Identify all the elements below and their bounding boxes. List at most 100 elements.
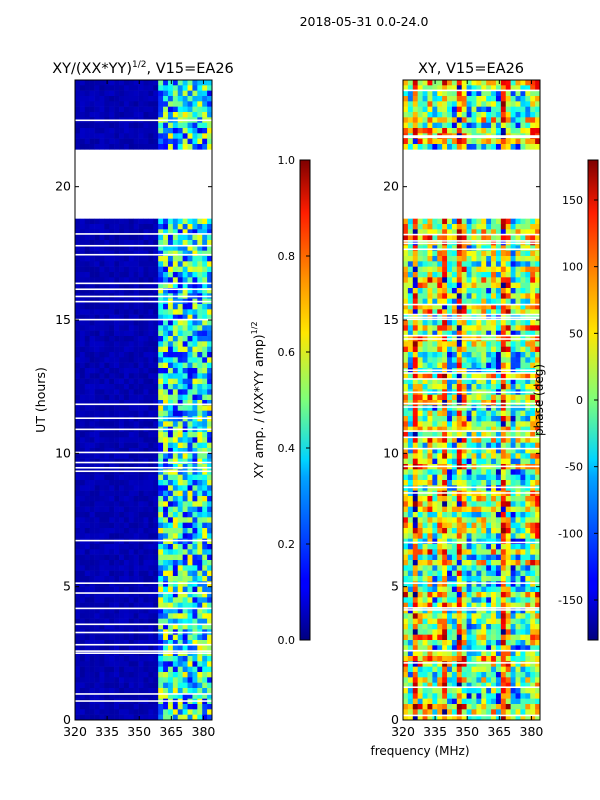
heatmap-cell bbox=[79, 533, 86, 539]
heatmap-cell bbox=[530, 469, 536, 475]
heatmap-cell bbox=[207, 357, 212, 363]
heatmap-cell bbox=[505, 112, 511, 118]
heatmap-cell bbox=[79, 261, 86, 267]
heatmap-cell bbox=[89, 442, 95, 449]
heatmap-cell bbox=[403, 437, 409, 443]
heatmap-cell bbox=[89, 384, 95, 390]
heatmap-cell bbox=[138, 586, 144, 593]
heatmap-cell bbox=[192, 576, 198, 582]
heatmap-cell bbox=[202, 565, 208, 571]
heatmap-cell bbox=[84, 522, 90, 529]
heatmap-cell bbox=[84, 570, 90, 577]
heatmap-cell bbox=[456, 506, 463, 513]
heatmap-cell bbox=[79, 346, 86, 353]
heatmap-cell bbox=[158, 277, 164, 283]
heatmap-cell bbox=[172, 709, 179, 715]
heatmap-cell bbox=[79, 624, 86, 630]
heatmap-cell bbox=[525, 480, 531, 486]
heatmap-cell bbox=[417, 261, 423, 267]
heatmap-cell bbox=[119, 613, 125, 619]
heatmap-cell bbox=[177, 138, 183, 145]
heatmap-cell bbox=[403, 256, 409, 262]
heatmap-cell bbox=[500, 298, 507, 305]
heatmap-cell bbox=[456, 357, 463, 363]
heatmap-cell bbox=[99, 661, 105, 667]
heatmap-cell bbox=[75, 528, 81, 534]
heatmap-cell bbox=[94, 330, 100, 337]
heatmap-cell bbox=[104, 352, 110, 358]
heatmap-cell bbox=[476, 330, 482, 337]
heatmap-cell bbox=[422, 272, 428, 278]
heatmap-cell bbox=[109, 570, 115, 577]
heatmap-cell bbox=[75, 304, 81, 310]
heatmap-cell bbox=[447, 288, 453, 294]
heatmap-cell bbox=[535, 250, 540, 257]
heatmap-cell bbox=[187, 384, 193, 390]
heatmap-cell bbox=[119, 106, 125, 113]
heatmap-cell bbox=[109, 80, 115, 86]
heatmap-cell bbox=[505, 432, 511, 438]
heatmap-cell bbox=[515, 96, 521, 102]
heatmap-cell bbox=[187, 341, 193, 347]
heatmap-cell bbox=[432, 378, 438, 385]
heatmap-cell bbox=[500, 288, 507, 294]
heatmap-cell bbox=[123, 245, 130, 251]
heatmap-cell bbox=[192, 704, 198, 710]
heatmap-cell bbox=[163, 368, 169, 374]
heatmap-cell bbox=[167, 256, 174, 262]
heatmap-cell bbox=[109, 501, 115, 507]
heatmap-cell bbox=[207, 277, 212, 283]
heatmap-cell bbox=[466, 405, 472, 411]
heatmap-cell bbox=[75, 613, 81, 619]
heatmap-cell bbox=[432, 496, 438, 502]
heatmap-cell bbox=[79, 560, 86, 566]
heatmap-cell bbox=[432, 90, 438, 97]
heatmap-cell bbox=[192, 314, 198, 321]
heatmap-cell bbox=[89, 437, 95, 443]
heatmap-cell bbox=[114, 106, 120, 113]
heatmap-cell bbox=[505, 426, 511, 433]
heatmap-cell bbox=[417, 293, 423, 299]
heatmap-cell bbox=[437, 101, 443, 107]
heatmap-cell bbox=[109, 336, 115, 342]
heatmap-cell bbox=[187, 261, 193, 267]
heatmap-cell bbox=[158, 613, 164, 619]
heatmap-cell bbox=[437, 496, 443, 502]
heatmap-cell bbox=[84, 112, 90, 118]
heatmap-cell bbox=[109, 490, 115, 497]
heatmap-cell bbox=[128, 432, 135, 438]
heatmap-cell bbox=[486, 448, 492, 454]
heatmap-cell bbox=[510, 442, 516, 449]
heatmap-cell bbox=[192, 597, 198, 603]
heatmap-cell bbox=[202, 618, 208, 625]
heatmap-cell bbox=[197, 314, 203, 321]
heatmap-cell bbox=[417, 128, 423, 134]
heatmap-cell bbox=[119, 373, 125, 379]
heatmap-cell bbox=[530, 245, 536, 251]
heatmap-cell bbox=[187, 693, 193, 699]
heatmap-cell bbox=[187, 581, 193, 587]
heatmap-cell bbox=[123, 714, 130, 720]
heatmap-cell bbox=[89, 640, 95, 646]
heatmap-cell bbox=[447, 112, 453, 118]
heatmap-cell bbox=[123, 608, 130, 614]
heatmap-cell bbox=[207, 373, 212, 379]
heatmap-cell bbox=[422, 501, 428, 507]
heatmap-cell bbox=[505, 122, 511, 129]
heatmap-cell bbox=[133, 282, 139, 289]
heatmap-cell bbox=[510, 320, 516, 326]
heatmap-cell bbox=[163, 266, 169, 273]
heatmap-cell bbox=[153, 245, 159, 251]
heatmap-cell bbox=[515, 90, 521, 97]
heatmap-cell bbox=[447, 234, 453, 241]
heatmap-cell bbox=[177, 448, 183, 454]
heatmap-cell bbox=[495, 128, 502, 134]
heatmap-cell bbox=[104, 634, 110, 641]
heatmap-cell bbox=[114, 490, 120, 497]
heatmap-cell bbox=[412, 474, 418, 481]
heatmap-cell bbox=[109, 517, 115, 523]
heatmap-cell bbox=[89, 368, 95, 374]
heatmap-cell bbox=[177, 336, 183, 342]
heatmap-cell bbox=[158, 464, 164, 470]
heatmap-cell bbox=[495, 325, 502, 331]
